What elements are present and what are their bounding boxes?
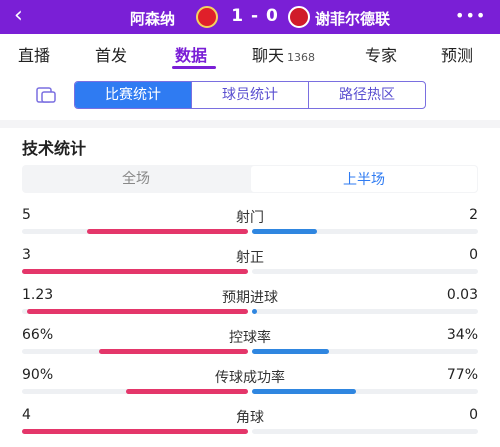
tab-stats[interactable]: 数据	[175, 46, 208, 65]
stat-row: 66% 控球率 34%	[0, 327, 500, 367]
stat-row: 4 角球 0	[0, 407, 500, 447]
match-header: ‹ 阿森纳 1 - 0 谢菲尔德联 •••	[0, 0, 500, 34]
stat-label: 角球	[236, 410, 264, 426]
stat-label: 传球成功率	[215, 370, 285, 386]
match-score: 1 - 0	[231, 6, 279, 26]
home-stat-bar	[22, 429, 248, 434]
stat-label: 控球率	[229, 330, 271, 346]
period-toggle: 全场 上半场	[22, 165, 478, 193]
away-team-name: 谢菲尔德联	[315, 10, 391, 28]
main-tabs: 直播 首发 数据 聊天 1368 专家 预测	[0, 34, 500, 71]
home-stat-bar	[27, 309, 248, 314]
away-team-logo	[288, 6, 310, 28]
away-stat-value: 0	[469, 247, 478, 263]
stat-label: 射正	[236, 250, 264, 266]
chat-count: 1368	[287, 51, 316, 64]
home-stat-track	[22, 229, 248, 234]
home-stat-track	[22, 349, 248, 354]
away-stat-bar	[252, 349, 329, 354]
home-stat-track	[22, 429, 248, 434]
away-stat-track	[252, 269, 478, 274]
away-stat-track	[252, 429, 478, 434]
away-stat-bar	[252, 229, 317, 234]
section-title: 技术统计	[22, 139, 87, 158]
away-stat-bar	[252, 389, 356, 394]
stats-segmented-control: 比赛统计 球员统计 路径热区	[74, 81, 426, 109]
stat-row: 1.23 预期进球 0.03	[0, 287, 500, 327]
subtab-heat-map[interactable]: 路径热区	[339, 87, 395, 103]
away-stat-value: 34%	[446, 327, 478, 343]
away-stat-value: 77%	[446, 367, 478, 383]
away-stat-track	[252, 389, 478, 394]
home-stat-track	[22, 269, 248, 274]
section-divider	[0, 120, 500, 128]
home-stat-value: 5	[22, 207, 31, 223]
home-stat-track	[22, 389, 248, 394]
home-stat-bar	[99, 349, 248, 354]
home-stat-bar	[126, 389, 248, 394]
away-stat-value: 0.03	[446, 287, 478, 303]
away-stat-track	[252, 309, 478, 314]
home-stat-value: 4	[22, 407, 31, 423]
home-stat-value: 3	[22, 247, 31, 263]
stat-row: 90% 传球成功率 77%	[0, 367, 500, 407]
period-full-match[interactable]: 全场	[122, 171, 150, 187]
stat-row: 3 射正 0	[0, 247, 500, 287]
home-team-logo	[196, 6, 218, 28]
active-tab-indicator	[172, 66, 216, 69]
home-stat-value: 66%	[22, 327, 54, 343]
subtab-player-stats[interactable]: 球员统计	[192, 82, 309, 108]
stat-label: 射门	[236, 210, 264, 226]
home-stat-bar	[87, 229, 248, 234]
home-team-name: 阿森纳	[130, 10, 176, 28]
tab-experts[interactable]: 专家	[365, 46, 398, 65]
subtab-match-stats[interactable]: 比赛统计	[75, 82, 192, 108]
tab-lineup[interactable]: 首发	[95, 46, 128, 65]
home-stat-value: 1.23	[22, 287, 54, 303]
away-stat-bar	[252, 309, 257, 314]
tab-chat[interactable]: 聊天 1368	[252, 42, 315, 66]
period-first-half[interactable]: 上半场	[250, 165, 478, 193]
home-stat-value: 90%	[22, 367, 54, 383]
tab-live[interactable]: 直播	[18, 46, 51, 65]
tab-chat-label: 聊天	[252, 46, 285, 65]
away-stat-value: 0	[469, 407, 478, 423]
away-stat-track	[252, 349, 478, 354]
stat-row: 5 射门 2	[0, 207, 500, 247]
stat-label: 预期进球	[222, 290, 278, 306]
home-stat-bar	[22, 269, 248, 274]
document-icon[interactable]	[36, 87, 56, 103]
back-arrow-icon[interactable]: ‹	[14, 3, 23, 28]
away-stat-value: 2	[469, 207, 478, 223]
more-dots-icon[interactable]: •••	[455, 6, 487, 25]
tab-predictions[interactable]: 预测	[441, 46, 474, 65]
home-stat-track	[22, 309, 248, 314]
away-stat-track	[252, 229, 478, 234]
